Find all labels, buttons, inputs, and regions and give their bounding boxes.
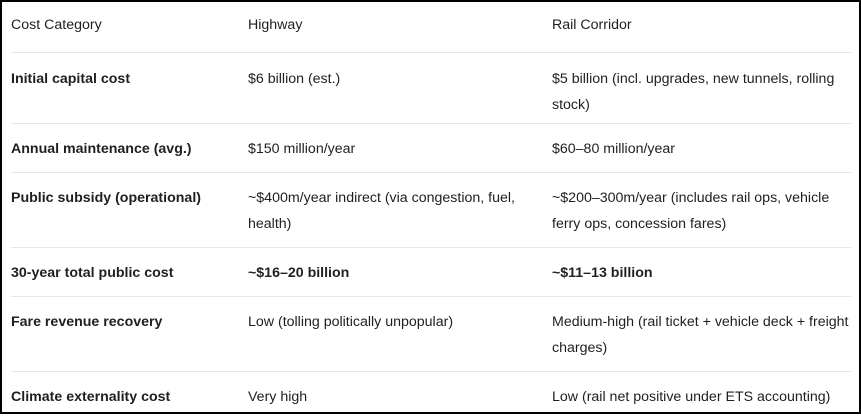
header-rail-corridor: Rail Corridor <box>552 2 851 53</box>
cell-category: 30-year total public cost <box>11 248 248 297</box>
table-header-row: Cost Category Highway Rail Corridor <box>11 2 851 53</box>
cell-category: Climate externality cost <box>11 372 248 420</box>
cell-highway: Very high <box>248 372 552 420</box>
cell-category: Annual maintenance (avg.) <box>11 124 248 173</box>
cell-rail: ~$11–13 billion <box>552 248 851 297</box>
cell-rail: Low (rail net positive under ETS account… <box>552 372 851 420</box>
cell-highway: ~$400m/year indirect (via congestion, fu… <box>248 173 552 248</box>
table-row: Annual maintenance (avg.) $150 million/y… <box>11 124 851 173</box>
cell-highway: $6 billion (est.) <box>248 53 552 124</box>
header-highway: Highway <box>248 2 552 53</box>
table-row: Climate externality cost Very high Low (… <box>11 372 851 420</box>
cell-category: Initial capital cost <box>11 53 248 124</box>
cell-rail: $5 billion (incl. upgrades, new tunnels,… <box>552 53 851 124</box>
cell-rail: Medium-high (rail ticket + vehicle deck … <box>552 297 851 372</box>
cell-category: Fare revenue recovery <box>11 297 248 372</box>
cell-highway: ~$16–20 billion <box>248 248 552 297</box>
cell-rail: $60–80 million/year <box>552 124 851 173</box>
table-row: 30-year total public cost ~$16–20 billio… <box>11 248 851 297</box>
cost-comparison-table: Cost Category Highway Rail Corridor Init… <box>11 2 851 420</box>
cell-category: Public subsidy (operational) <box>11 173 248 248</box>
cell-highway: $150 million/year <box>248 124 552 173</box>
cell-highway: Low (tolling politically unpopular) <box>248 297 552 372</box>
table-row: Public subsidy (operational) ~$400m/year… <box>11 173 851 248</box>
cell-rail: ~$200–300m/year (includes rail ops, vehi… <box>552 173 851 248</box>
table-row: Fare revenue recovery Low (tolling polit… <box>11 297 851 372</box>
header-cost-category: Cost Category <box>11 2 248 53</box>
table-row: Initial capital cost $6 billion (est.) $… <box>11 53 851 124</box>
